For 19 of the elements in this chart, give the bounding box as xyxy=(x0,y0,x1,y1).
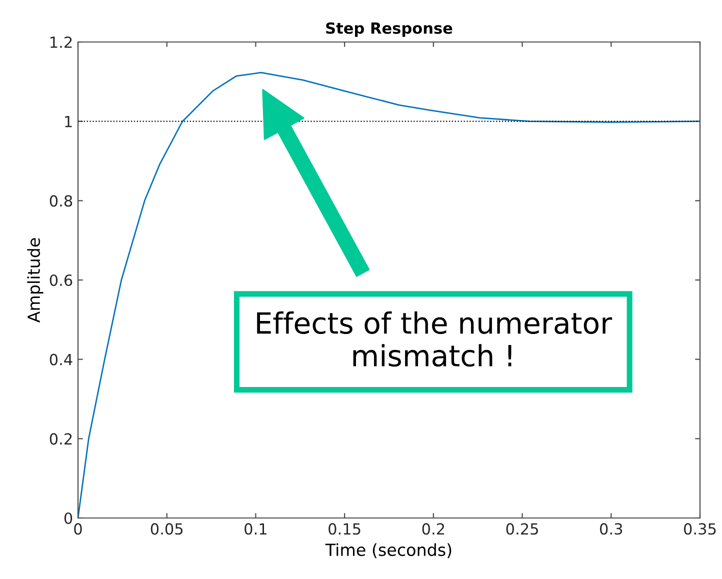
y-tick-label: 0.8 xyxy=(50,195,72,207)
annotation: Effects of the numerator mismatch ! xyxy=(257,311,612,367)
y-tick-label: 1.2 xyxy=(50,36,72,48)
y-axis-title: Amplitude xyxy=(27,238,44,323)
x-axis-title: Time (seconds) xyxy=(325,543,452,558)
chart-title: Step Response xyxy=(326,22,452,37)
x-tick-label: 0.2 xyxy=(422,523,444,535)
x-tick-label: 0 xyxy=(74,523,82,535)
x-tick-label: 0.35 xyxy=(684,523,716,535)
x-tick-label: 0.05 xyxy=(150,523,183,535)
y-tick-label: 0.4 xyxy=(50,354,72,366)
x-tick-label: 0.25 xyxy=(506,523,538,535)
y-tick-label: 1 xyxy=(65,116,72,128)
x-tick-label: 0.15 xyxy=(328,523,360,535)
y-tick-label: 0.2 xyxy=(50,433,72,445)
x-tick-label: 0.3 xyxy=(600,523,622,535)
y-tick-label: 0 xyxy=(64,512,72,524)
x-tick-label: 0.1 xyxy=(244,523,266,535)
y-tick-label: 0.6 xyxy=(50,274,72,286)
